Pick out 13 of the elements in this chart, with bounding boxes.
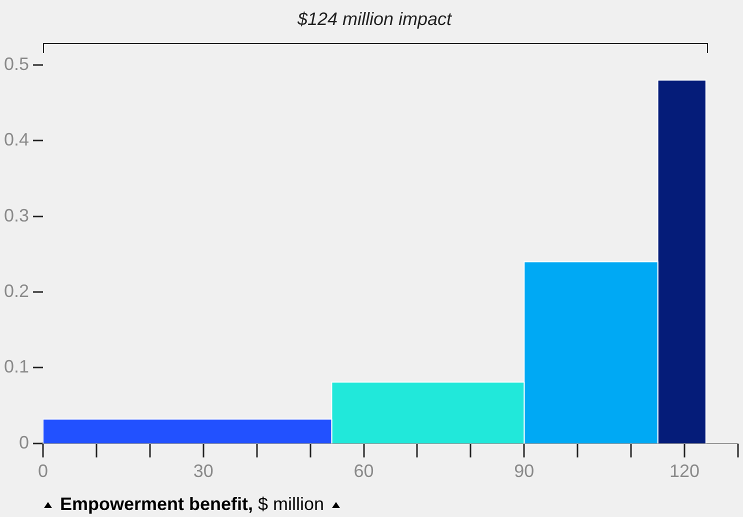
text: $124 million impact: [296, 9, 453, 29]
x-tick-label: 90: [514, 461, 534, 482]
x-tick-label: 0: [38, 461, 48, 482]
y-tick-label: 0.5: [4, 54, 30, 74]
y-tick-label: 0.4: [4, 130, 30, 150]
y-tick-label: 0: [19, 432, 30, 452]
x-axis-title: Empowerment benefit, $ million: [59, 494, 326, 515]
x-tick-label: 60: [354, 461, 374, 482]
y-tick-label: 0.3: [4, 205, 30, 226]
x-tick-label: 120: [670, 461, 700, 482]
y-tick-label: 0.2: [4, 281, 30, 302]
y-tick-label: 0.1: [4, 356, 30, 377]
x-tick-label: 30: [193, 461, 214, 482]
